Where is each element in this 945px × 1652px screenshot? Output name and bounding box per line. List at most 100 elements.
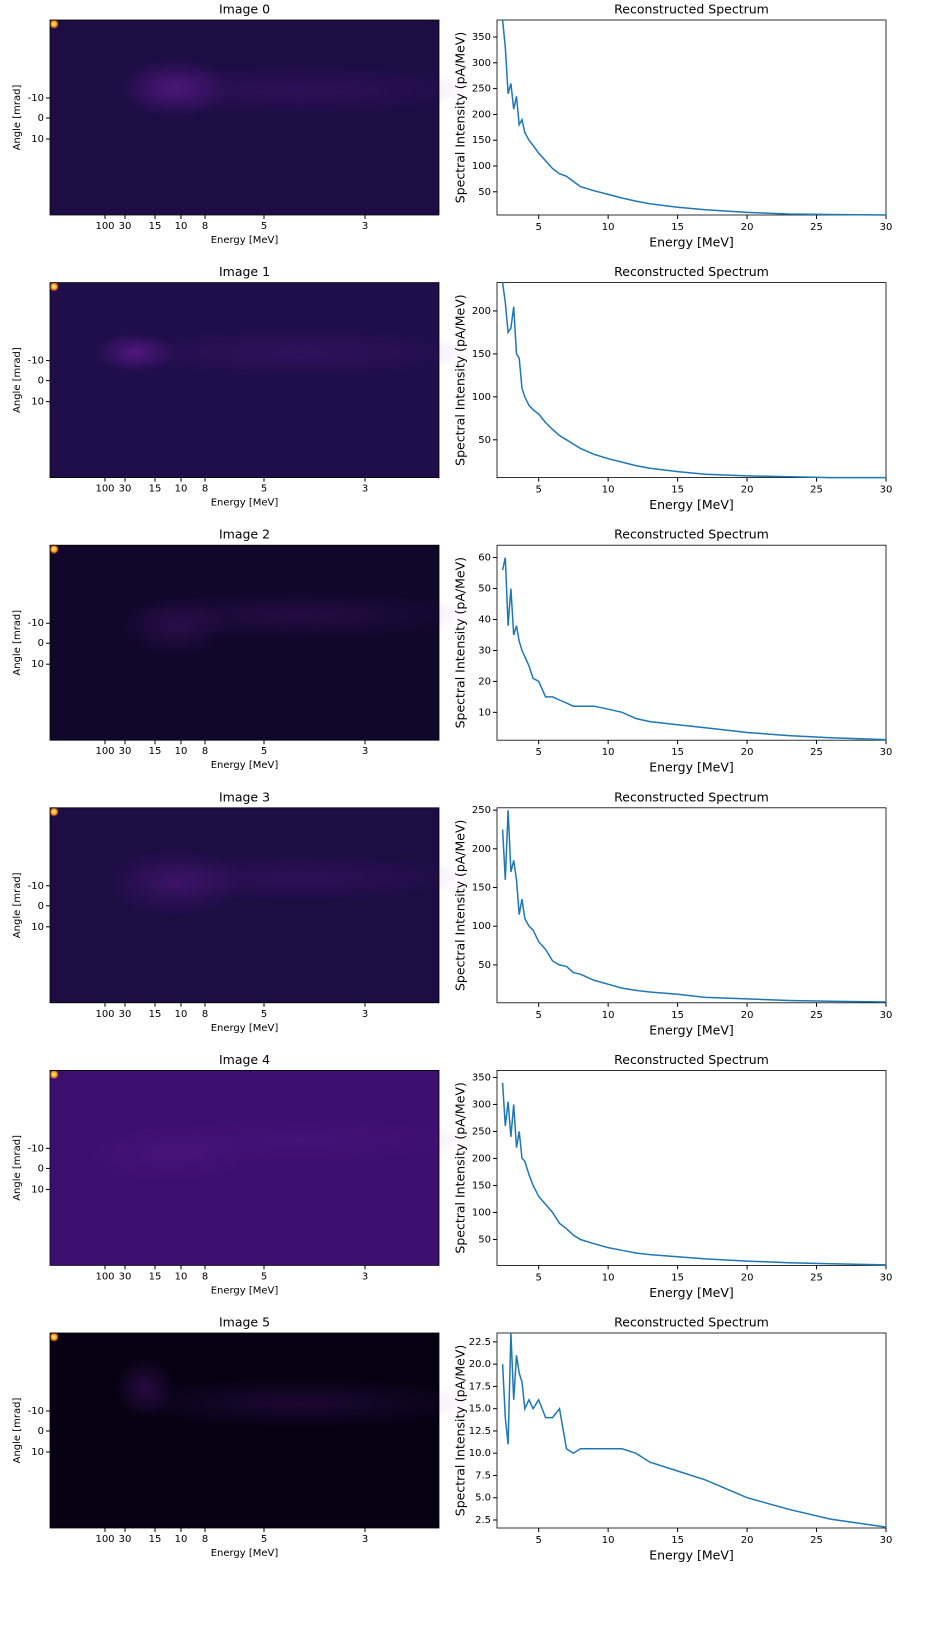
x-tick-label: 10	[175, 746, 188, 757]
x-axis-label: Energy [MeV]	[649, 1548, 734, 1563]
x-tick-label: 5	[261, 1271, 267, 1282]
x-axis-label: Energy [MeV]	[211, 1548, 279, 1559]
panel-title: Reconstructed Spectrum	[614, 1052, 769, 1067]
x-tick-label: 8	[202, 1009, 208, 1020]
heatmap-background	[50, 20, 439, 215]
x-tick-label: 8	[202, 1271, 208, 1282]
y-tick-label: 17.5	[469, 1381, 491, 1392]
spectrum-line	[501, 1332, 887, 1528]
heatmap-band	[120, 852, 480, 903]
y-tick-label: 10	[478, 707, 491, 718]
y-tick-label: 100	[472, 1207, 491, 1218]
x-axis-label: Energy [MeV]	[211, 1023, 279, 1034]
x-axis-label: Energy [MeV]	[211, 235, 279, 246]
x-tick-label: 3	[362, 1534, 368, 1545]
x-axis-label: Energy [MeV]	[211, 1285, 279, 1296]
hot-spot	[49, 1069, 59, 1080]
heatmap-band	[120, 327, 480, 378]
y-axis-label: Angle [mrad]	[12, 872, 23, 938]
y-tick-label: 350	[472, 32, 491, 43]
y-tick-label: -10	[28, 1406, 44, 1417]
x-tick-label: 25	[810, 485, 823, 496]
x-axis-label: Energy [MeV]	[211, 760, 279, 771]
y-tick-label: 250	[472, 805, 491, 816]
x-tick-label: 10	[602, 747, 615, 758]
x-tick-label: 15	[671, 222, 684, 233]
hot-spot	[49, 806, 59, 817]
x-tick-label: 8	[202, 746, 208, 757]
y-tick-label: 40	[478, 614, 491, 625]
x-tick-label: 100	[95, 1534, 114, 1545]
x-tick-label: 25	[810, 222, 823, 233]
panel-title: Reconstructed Spectrum	[614, 1315, 769, 1330]
x-tick-label: 30	[880, 1010, 893, 1021]
x-tick-label: 5	[261, 484, 267, 495]
y-tick-label: 10	[31, 1184, 44, 1195]
x-tick-label: 15	[671, 1535, 684, 1546]
x-tick-label: 25	[810, 1535, 823, 1546]
y-tick-label: 50	[478, 435, 491, 446]
x-tick-label: 30	[119, 484, 132, 495]
y-tick-label: 10	[31, 397, 44, 408]
x-tick-label: 10	[175, 1009, 188, 1020]
y-tick-label: 50	[478, 1234, 491, 1245]
panel-title: Image 4	[219, 1052, 270, 1067]
y-axis-label: Angle [mrad]	[12, 85, 23, 151]
y-tick-label: 0	[38, 113, 44, 124]
y-tick-label: 7.5	[475, 1470, 491, 1481]
y-tick-label: 350	[472, 1072, 491, 1083]
x-tick-label: 5	[261, 1534, 267, 1545]
x-tick-label: 10	[602, 485, 615, 496]
y-tick-label: 10	[31, 659, 44, 670]
x-tick-label: 25	[810, 1272, 823, 1283]
spectrum-line	[501, 282, 886, 479]
x-tick-label: 10	[602, 1272, 615, 1283]
x-tick-label: 100	[95, 221, 114, 232]
y-tick-label: 10	[31, 922, 44, 933]
x-tick-label: 20	[741, 1535, 754, 1546]
plot-frame	[496, 807, 887, 1004]
x-tick-label: 5	[261, 1009, 267, 1020]
y-tick-label: 50	[478, 960, 491, 971]
y-tick-label: -10	[28, 618, 44, 629]
x-tick-label: 10	[175, 1271, 188, 1282]
x-tick-label: 10	[602, 1535, 615, 1546]
y-tick-label: 200	[472, 109, 491, 120]
x-tick-label: 15	[671, 485, 684, 496]
y-axis-label: Spectral Intensity (pA/MeV)	[453, 1345, 468, 1516]
y-tick-label: 100	[472, 392, 491, 403]
x-tick-label: 20	[741, 747, 754, 758]
panel-title: Image 0	[219, 2, 270, 17]
hot-spot	[49, 19, 59, 29]
heatmap-band	[120, 1115, 480, 1166]
panel-title: Reconstructed Spectrum	[614, 789, 769, 804]
y-tick-label: -10	[28, 1143, 44, 1154]
hot-spot	[49, 544, 59, 555]
heatmap-background	[50, 282, 439, 478]
x-tick-label: 100	[95, 484, 114, 495]
y-axis-label: Spectral Intensity (pA/MeV)	[453, 820, 468, 991]
y-tick-label: 0	[38, 1163, 44, 1174]
x-tick-label: 15	[149, 1534, 162, 1545]
spectrum-line	[501, 810, 887, 1003]
y-tick-label: 250	[472, 1126, 491, 1137]
y-tick-label: -10	[28, 356, 44, 367]
x-tick-label: 10	[602, 222, 615, 233]
x-tick-label: 30	[119, 1534, 132, 1545]
x-tick-label: 5	[261, 746, 267, 757]
heatmap-band	[120, 65, 480, 115]
x-tick-label: 8	[202, 221, 208, 232]
x-tick-label: 8	[202, 1534, 208, 1545]
y-tick-label: 20	[478, 676, 491, 687]
y-tick-label: 0	[38, 1426, 44, 1437]
x-tick-label: 100	[95, 1009, 114, 1020]
x-tick-label: 30	[119, 221, 132, 232]
x-tick-label: 5	[535, 747, 541, 758]
plot-frame	[496, 282, 887, 479]
x-axis-label: Energy [MeV]	[649, 1285, 734, 1300]
heatmap-band	[120, 1378, 480, 1428]
x-tick-label: 15	[671, 1272, 684, 1283]
x-tick-label: 100	[95, 746, 114, 757]
y-tick-label: -10	[28, 93, 44, 104]
